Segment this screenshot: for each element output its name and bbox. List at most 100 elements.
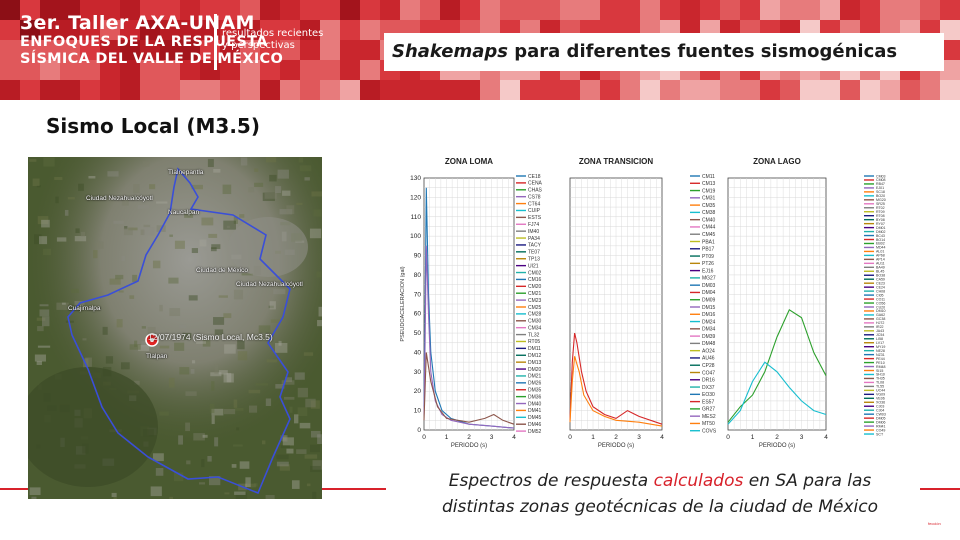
map-patch <box>190 368 195 374</box>
mosaic-tile <box>520 80 541 100</box>
legend-station-label: DX37 <box>702 385 715 391</box>
map-patch <box>317 434 322 444</box>
legend-station-label: DM52 <box>528 429 542 435</box>
map-patch <box>199 239 207 247</box>
mosaic-tile <box>120 20 141 41</box>
map-patch <box>174 240 185 249</box>
legend-station-label: CO56 <box>876 301 885 305</box>
legend-station-label: TACY <box>528 243 542 249</box>
legend-station-label: DM36 <box>528 394 542 400</box>
legend-station-label: NE28 <box>876 349 885 353</box>
legend-station-label: PBA1 <box>702 239 715 245</box>
map-patch <box>113 497 117 499</box>
map-patch <box>121 199 129 206</box>
legend-station-label: CW03 <box>876 412 886 416</box>
mosaic-tile <box>720 80 741 100</box>
legend-station-label: CJ04 <box>876 408 884 412</box>
legend-station-label: XO36 <box>876 401 885 405</box>
spectra-svg: PSEUDOACELERACION (gal)01020304050607080… <box>400 157 886 449</box>
map-patch <box>254 182 264 187</box>
map-patch <box>313 209 322 217</box>
legend-station-label: CM45 <box>702 232 716 238</box>
panel-title: ZONA LOMA <box>445 157 493 166</box>
mosaic-tile <box>100 0 121 21</box>
map-patch <box>210 247 217 252</box>
map-patch <box>93 250 98 259</box>
mosaic-tile <box>20 20 41 41</box>
legend-station-label: CM13 <box>702 181 716 187</box>
mosaic-tile <box>720 0 741 21</box>
map-patch <box>191 248 199 254</box>
mosaic-tile <box>300 0 321 21</box>
legend-station-label: DM13 <box>528 360 542 366</box>
mosaic-tile <box>840 0 861 21</box>
mosaic-tile <box>760 0 781 21</box>
map-patch <box>253 483 258 487</box>
legend-station-label: CM35 <box>702 203 716 209</box>
mosaic-tile <box>500 80 521 100</box>
map-label-tlalpan: Tlalpan <box>146 353 168 360</box>
map-patch <box>318 306 322 317</box>
mosaic-tile <box>240 60 261 81</box>
map-patch <box>282 437 294 446</box>
map-patch <box>311 191 322 197</box>
map-patch <box>274 343 288 353</box>
y-axis-label: PSEUDOACELERACION (gal) <box>400 266 406 341</box>
mosaic-tile <box>120 80 141 100</box>
mosaic-tile <box>800 80 821 100</box>
map-patch <box>185 391 197 396</box>
map-patch <box>36 185 41 188</box>
y-tick-label: 100 <box>410 233 421 240</box>
map-patch <box>80 231 86 237</box>
event-name: 3er. Taller AXA-UNAM <box>20 12 255 34</box>
map-patch <box>168 277 179 284</box>
map-patch <box>279 464 290 471</box>
map-patch <box>277 169 289 179</box>
mosaic-tile <box>80 20 101 41</box>
map-patch <box>284 396 295 400</box>
legend-station-label: CM02 <box>528 270 542 276</box>
mosaic-tile <box>120 40 141 61</box>
legend-station-label: DM16 <box>702 312 716 318</box>
map-patch <box>234 491 246 495</box>
map-patch <box>211 381 215 391</box>
map-patch <box>88 175 96 179</box>
map-patch <box>261 440 266 445</box>
legend-station-label: AP14 <box>876 258 885 262</box>
map-patch <box>113 220 124 224</box>
legend-station-label: DM20 <box>528 367 542 373</box>
legend-station-label: EJ16 <box>702 268 714 274</box>
legend-station-label: EJ01 <box>876 186 884 190</box>
map-patch <box>152 453 164 462</box>
mosaic-tile <box>560 80 581 100</box>
map-patch <box>241 273 254 276</box>
map-patch <box>218 370 228 375</box>
map-patch <box>312 460 322 470</box>
mosaic-tile <box>940 0 960 21</box>
caption-highlight: calculados <box>653 471 744 491</box>
map-patch <box>39 236 48 245</box>
legend-station-label: AO24 <box>702 348 715 354</box>
mosaic-tile <box>440 0 461 21</box>
legend-station-label: BC43 <box>876 234 885 238</box>
map-patch <box>223 408 236 415</box>
map-patch <box>265 157 277 163</box>
map-patch <box>143 224 151 228</box>
mosaic-tile <box>300 40 321 61</box>
map-patch <box>159 411 169 416</box>
legend-station-label: RB47 <box>876 182 885 186</box>
legend-station-label: CUIP <box>528 208 541 214</box>
map-patch <box>285 377 293 383</box>
map-patch <box>248 405 258 413</box>
mosaic-tile <box>340 80 361 100</box>
legend-station-label: BO38 <box>876 273 885 277</box>
mosaic-tile <box>420 80 441 100</box>
mosaic-tile <box>120 60 141 81</box>
mosaic-tile <box>100 20 121 41</box>
map-patch <box>85 357 92 367</box>
legend-station-label: RM48 <box>876 365 886 369</box>
y-tick-label: 70 <box>414 291 422 298</box>
series-line <box>569 332 663 425</box>
mosaic-tile <box>940 80 960 100</box>
map-patch <box>299 422 311 429</box>
